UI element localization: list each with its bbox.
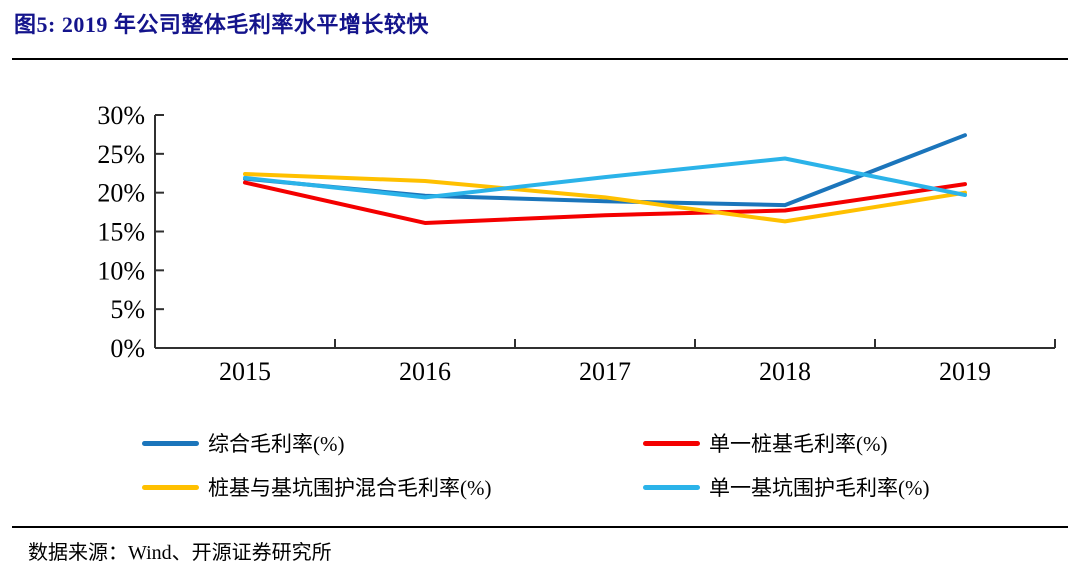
data-source: 数据来源：Wind、开源证券研究所	[28, 542, 332, 564]
x-axis-label: 2017	[579, 357, 631, 386]
legend-label: 桩基与基坑围护混合毛利率(%)	[208, 476, 492, 500]
x-axis-label: 2015	[219, 357, 271, 386]
series-line-3	[243, 172, 967, 224]
y-axis-label: 30%	[97, 101, 145, 130]
legend-item-4: 单一基坑围护毛利率(%)	[643, 474, 929, 500]
legend-item-2: 单一桩基毛利率(%)	[643, 430, 929, 456]
top-divider	[12, 58, 1068, 60]
legend-swatch	[643, 484, 700, 490]
y-axis-label: 5%	[110, 295, 145, 324]
legend-swatch	[643, 440, 700, 446]
legend-item-1: 综合毛利率(%)	[142, 430, 643, 456]
legend-label: 单一基坑围护毛利率(%)	[709, 476, 930, 500]
x-axis-label: 2018	[759, 357, 811, 386]
y-axis-label: 25%	[97, 140, 145, 169]
figure-title: 图5: 2019 年公司整体毛利率水平增长较快	[14, 12, 429, 37]
y-axis-label: 10%	[97, 256, 145, 285]
bottom-divider	[12, 526, 1068, 528]
legend-label: 单一桩基毛利率(%)	[709, 432, 888, 456]
x-axis-label: 2019	[939, 357, 991, 386]
legend-item-3: 桩基与基坑围护混合毛利率(%)	[142, 474, 643, 500]
line-chart: 0% 5% 10% 15% 20% 25% 30% 2015 2016 2017 2018 2019	[97, 101, 1056, 386]
y-axis-label: 0%	[110, 334, 145, 363]
legend-label: 综合毛利率(%)	[208, 432, 345, 456]
y-axis-label: 15%	[97, 218, 145, 247]
series-line-2	[243, 180, 967, 225]
legend-swatch	[142, 440, 199, 446]
series-line-1	[243, 133, 967, 208]
series-line-4	[243, 156, 967, 200]
legend-swatch	[142, 484, 199, 490]
y-axis-label: 20%	[97, 179, 145, 208]
legend: 综合毛利率(%) 单一桩基毛利率(%) 桩基与基坑围护混合毛利率(%) 单一基坑围护毛…	[142, 430, 929, 500]
x-axis-label: 2016	[399, 357, 451, 386]
